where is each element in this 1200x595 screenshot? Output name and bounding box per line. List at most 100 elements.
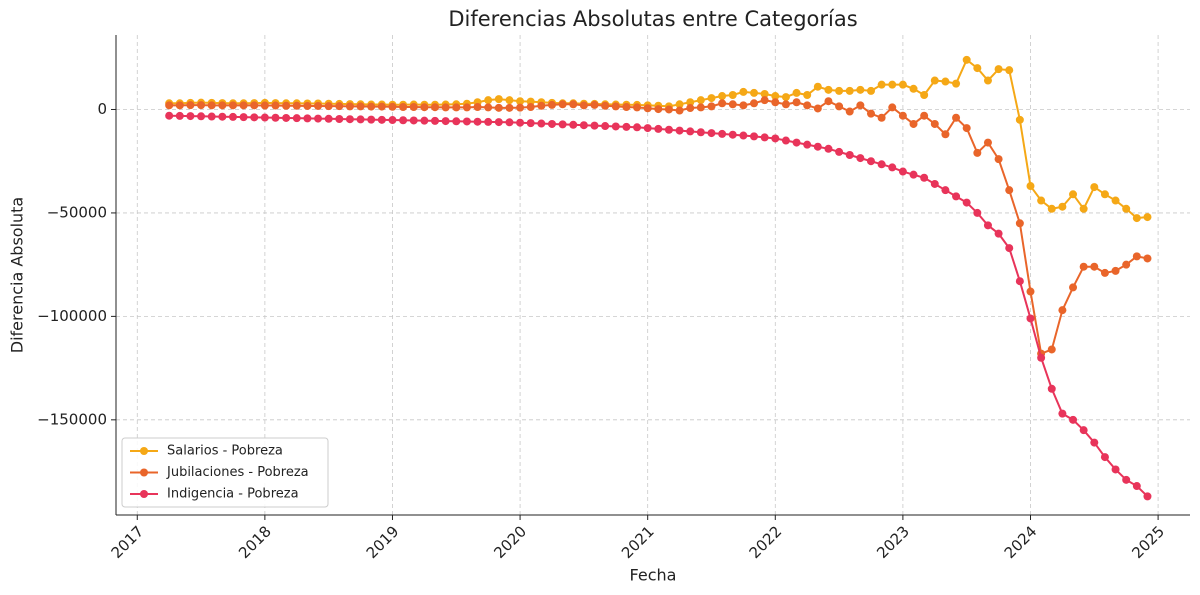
- data-point: [431, 116, 440, 125]
- data-point: [473, 117, 482, 126]
- data-point: [973, 208, 982, 217]
- data-point: [494, 118, 503, 127]
- data-point: [962, 124, 971, 133]
- data-point: [781, 100, 790, 109]
- data-point: [835, 102, 844, 111]
- y-tick-label: 0: [97, 100, 107, 118]
- y-axis-label: Diferencia Absoluta: [8, 197, 27, 353]
- data-point: [207, 112, 216, 121]
- data-point: [930, 179, 939, 188]
- x-tick-label: 2018: [235, 522, 275, 562]
- data-point: [1058, 409, 1067, 418]
- data-point: [1058, 202, 1067, 211]
- data-point: [1037, 353, 1046, 362]
- legend-label: Jubilaciones - Pobreza: [166, 465, 309, 480]
- data-point: [1132, 252, 1141, 261]
- data-point: [516, 118, 525, 127]
- legend-marker: [140, 447, 148, 455]
- data-point: [962, 198, 971, 207]
- data-point: [930, 76, 939, 85]
- data-point: [1037, 196, 1046, 205]
- data-point: [271, 101, 280, 110]
- data-point: [813, 142, 822, 151]
- data-point: [877, 113, 886, 122]
- data-point: [707, 129, 716, 138]
- data-point: [1122, 260, 1131, 269]
- data-point: [973, 148, 982, 157]
- data-point: [611, 102, 620, 111]
- data-point: [675, 126, 684, 135]
- data-point: [228, 101, 237, 110]
- data-point: [686, 104, 695, 113]
- data-point: [558, 120, 567, 129]
- data-point: [260, 113, 269, 122]
- data-point: [1100, 268, 1109, 277]
- data-point: [622, 103, 631, 111]
- data-point: [877, 80, 886, 89]
- data-point: [686, 127, 695, 136]
- data-point: [505, 103, 514, 112]
- data-point: [1026, 182, 1035, 191]
- data-point: [484, 117, 493, 126]
- data-point: [377, 115, 386, 124]
- data-point: [728, 91, 737, 99]
- data-point: [888, 103, 897, 112]
- data-point: [994, 155, 1003, 164]
- data-point: [388, 102, 397, 111]
- data-point: [473, 103, 482, 111]
- data-point: [1005, 244, 1014, 253]
- data-point: [930, 119, 939, 128]
- data-point: [186, 112, 195, 121]
- data-point: [739, 87, 748, 96]
- data-point: [633, 103, 642, 112]
- data-point: [303, 101, 312, 110]
- data-point: [356, 115, 365, 124]
- data-point: [175, 101, 184, 110]
- data-point: [1090, 183, 1099, 192]
- data-point: [1122, 204, 1131, 213]
- chart-title: Diferencias Absolutas entre Categorías: [448, 7, 857, 31]
- data-point: [994, 229, 1003, 238]
- data-point: [1090, 262, 1099, 271]
- data-point: [909, 170, 918, 179]
- data-point: [601, 101, 610, 110]
- data-point: [718, 129, 727, 138]
- data-point: [941, 130, 950, 139]
- data-point: [1079, 204, 1088, 213]
- data-point: [739, 101, 748, 110]
- data-point: [420, 116, 429, 125]
- data-point: [835, 147, 844, 156]
- data-point: [803, 140, 812, 149]
- data-point: [983, 138, 992, 147]
- data-point: [739, 131, 748, 140]
- data-point: [760, 96, 769, 105]
- data-point: [1079, 262, 1088, 271]
- data-point: [1069, 415, 1078, 424]
- data-point: [590, 121, 599, 130]
- data-point: [547, 119, 556, 128]
- data-point: [813, 104, 822, 113]
- data-point: [431, 103, 440, 112]
- data-point: [271, 113, 280, 122]
- data-point: [250, 101, 259, 110]
- data-point: [952, 113, 961, 122]
- data-point: [218, 101, 227, 110]
- data-point: [1047, 384, 1056, 393]
- data-point: [314, 114, 323, 123]
- data-point: [197, 101, 206, 110]
- data-point: [282, 101, 291, 110]
- data-point: [962, 55, 971, 64]
- data-point: [537, 119, 546, 128]
- data-point: [569, 100, 578, 109]
- x-tick-label: 2020: [490, 522, 530, 562]
- data-point: [579, 101, 588, 110]
- data-point: [845, 107, 854, 116]
- data-point: [1143, 492, 1152, 501]
- data-point: [494, 103, 503, 112]
- data-point: [1058, 306, 1067, 315]
- data-point: [494, 95, 503, 104]
- data-point: [1111, 196, 1120, 205]
- data-point: [505, 96, 514, 105]
- data-point: [324, 114, 333, 123]
- legend-marker: [140, 490, 148, 498]
